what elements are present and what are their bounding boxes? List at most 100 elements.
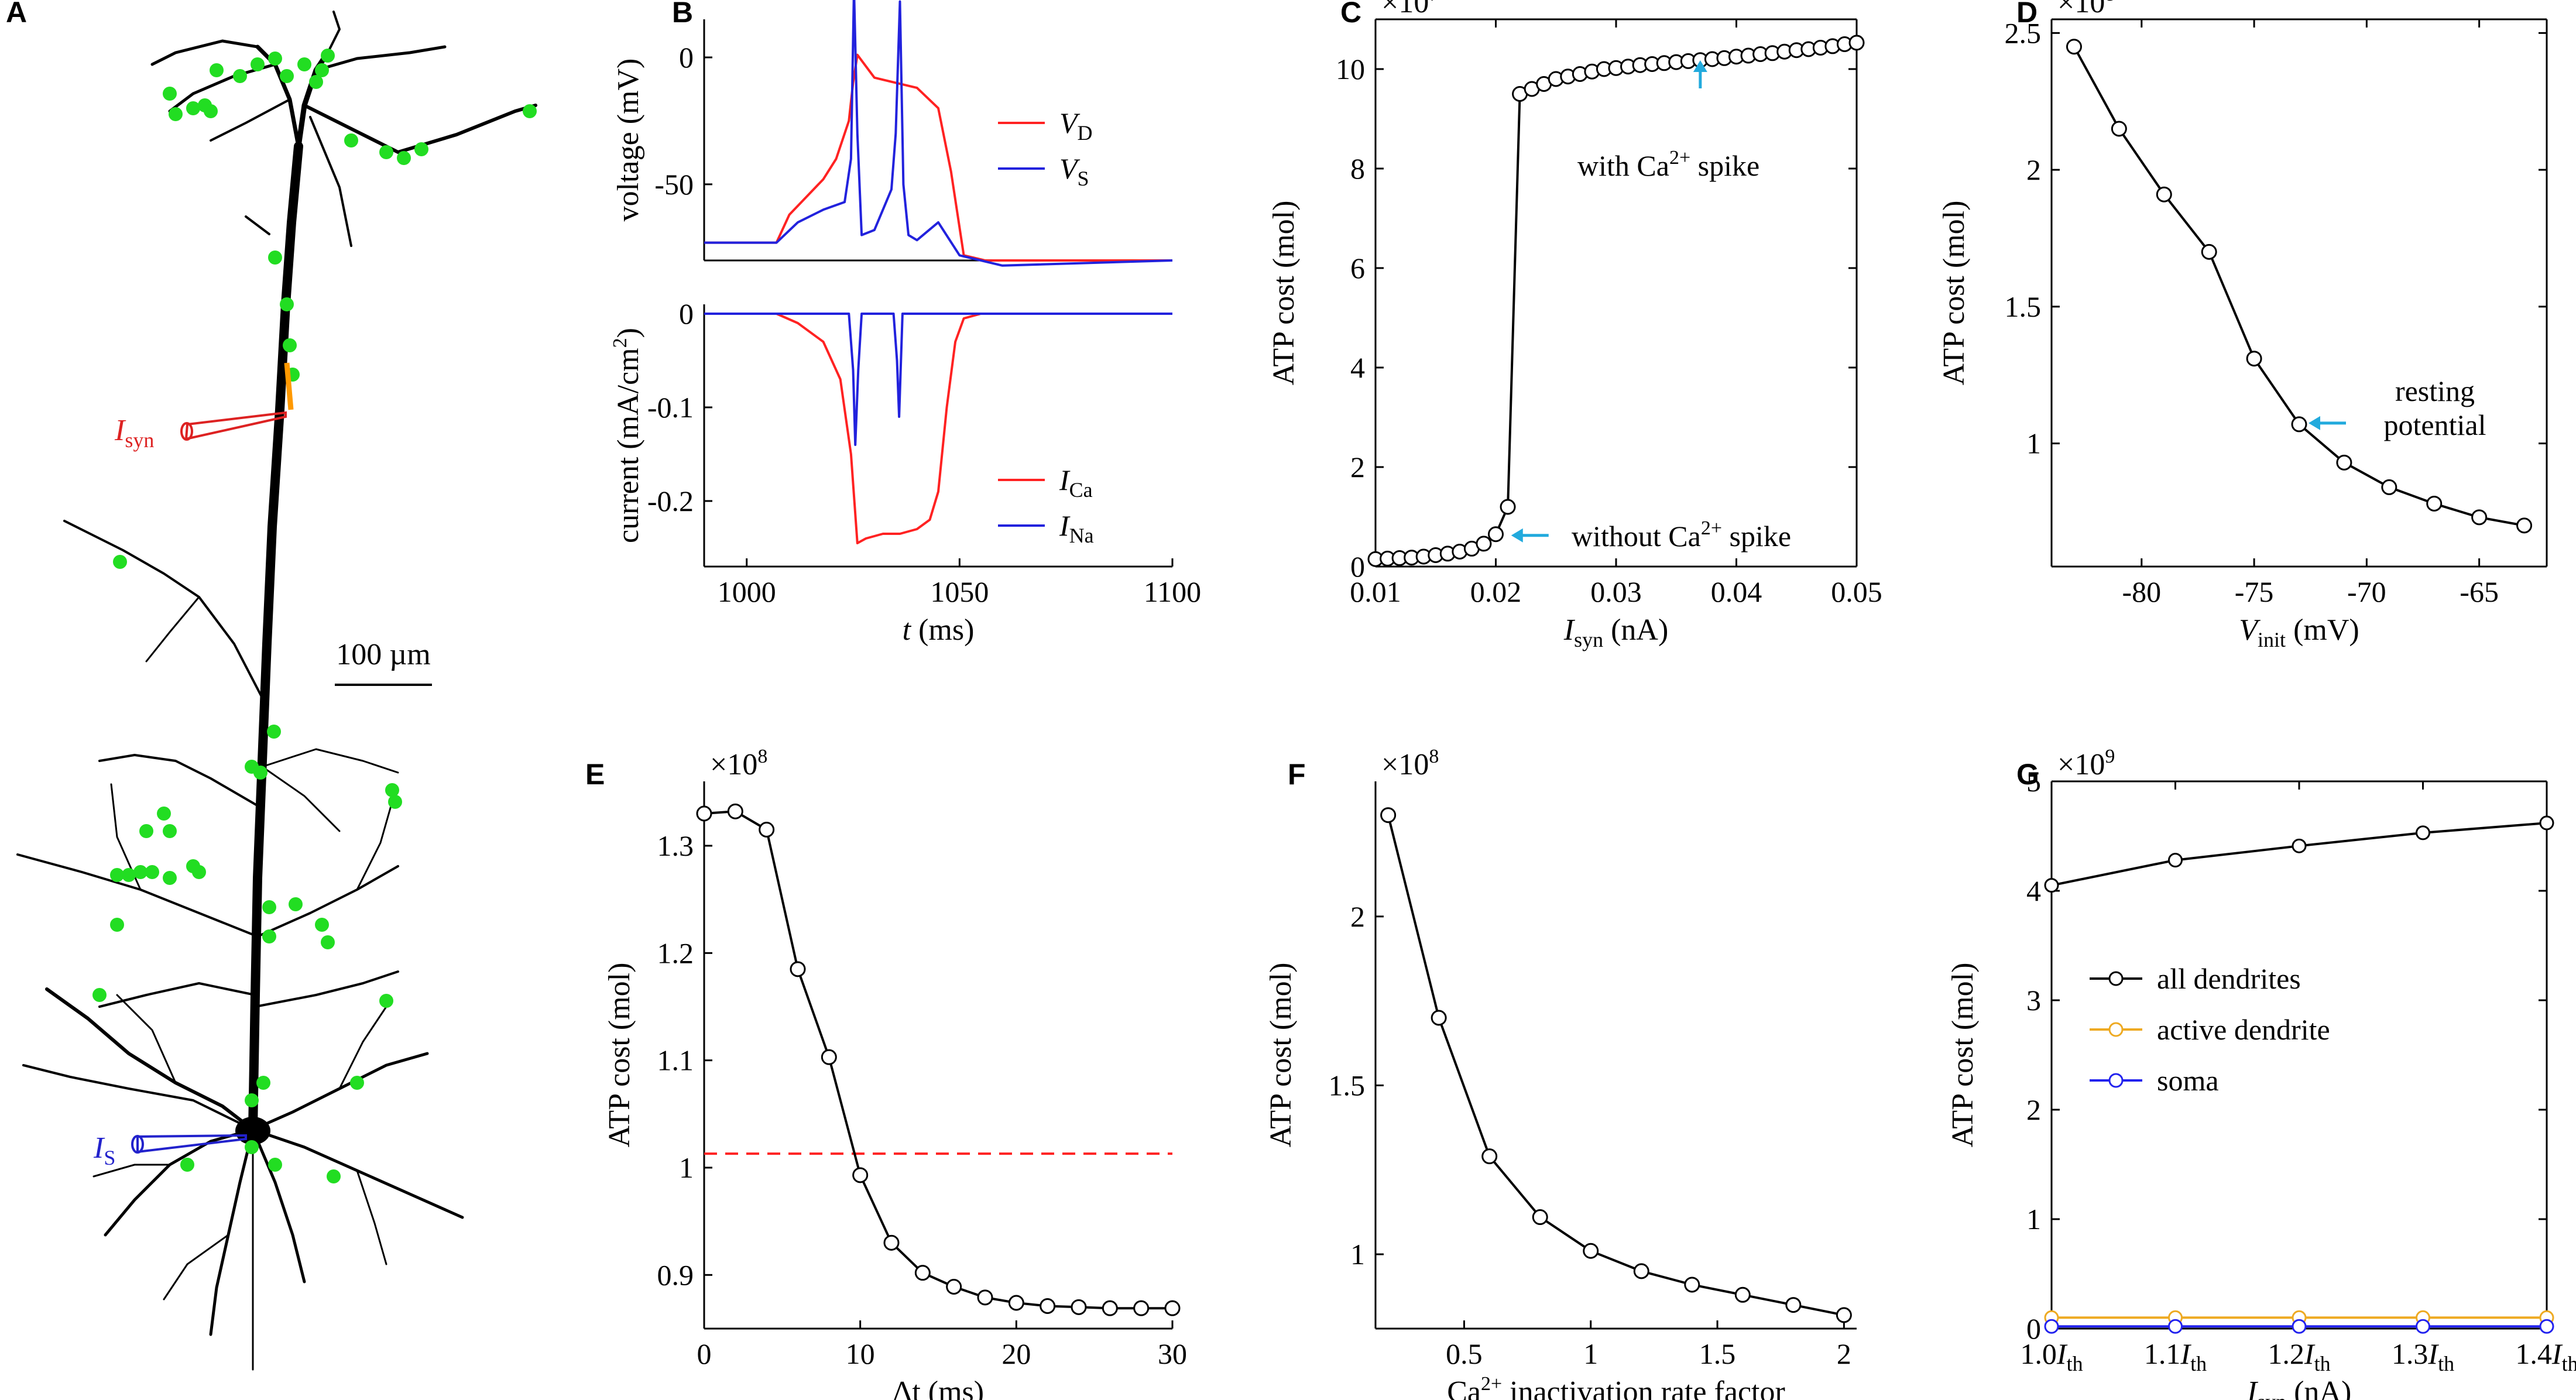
synapse-marker [268,251,282,265]
data-point [2168,853,2183,868]
y-tick-label: -50 [654,168,694,201]
isyn-electrode: Isyn [114,411,287,452]
x-tick-label: -75 [2235,575,2274,608]
y-tick-label: 3 [2026,984,2041,1017]
synapse-marker [262,900,276,914]
y-tick-label: 1 [2026,1203,2041,1236]
legend-label: VD [1059,107,1093,145]
synapse-marker [186,101,200,115]
data-point [1583,1243,1599,1259]
legend-label: all dendrites [2157,962,2301,995]
x-axis-label: t (ms) [903,613,975,647]
synapse-marker [283,338,297,352]
synapse-marker [133,865,148,879]
legend-marker [2108,971,2124,986]
y-tick-label: 1 [2026,427,2041,460]
y-tick-label: 1.1 [657,1044,694,1077]
x-tick-label: 1.3Ith [2392,1337,2454,1375]
synapse-marker [414,142,428,156]
synapse-marker [388,795,402,809]
x-tick-label: 0.04 [1711,575,1762,608]
annotation-arrowhead [1693,60,1707,72]
panel-letter-e: E [585,758,605,791]
data-point [2516,517,2533,534]
series-line [704,53,1172,262]
synapse-marker [309,75,323,89]
y-tick-label: 1.5 [2005,290,2042,323]
data-point [2156,186,2172,203]
x-tick-label: 1.5 [1699,1337,1736,1370]
y-tick-label: 0.9 [657,1258,694,1291]
synapse-marker [110,918,124,932]
series-line [704,810,1172,1310]
legend-label: VS [1059,152,1089,190]
data-point [2246,351,2262,367]
data-point [696,805,712,822]
data-point [1040,1298,1056,1314]
x-tick-label: -65 [2460,575,2499,608]
axis-multiplier: ×108 [1381,746,1439,781]
x-tick-label: 2 [1837,1337,1851,1370]
x-tick-label: -70 [2347,575,2386,608]
data-point [2168,1319,2183,1334]
x-axis-label: Isyn (nA) [1563,613,1669,651]
legend-marker [2108,1022,2124,1037]
data-point [1481,1148,1498,1165]
y-tick-label: 1.2 [657,936,694,969]
legend-label: INa [1059,509,1094,547]
data-point [2471,509,2488,526]
data-point [1532,1209,1548,1226]
synapse-marker [280,297,294,311]
y-tick-label: 0 [1350,550,1365,583]
y-tick-label: 1.5 [1329,1069,1366,1102]
synapse-marker [233,69,247,83]
x-tick-label: 1.4Ith [2515,1337,2576,1375]
x-tick-label: 20 [1001,1337,1031,1370]
synapse-marker [385,783,399,797]
data-point [1008,1295,1024,1311]
x-axis-label: Isyn (nA) [2246,1375,2352,1400]
data-point [759,822,775,838]
synapse-marker [350,1076,364,1090]
data-point [1734,1286,1751,1303]
synapse-marker [145,865,159,879]
synapse-marker [157,807,171,821]
data-point [790,961,806,977]
scale-bar-label: 100 µm [336,638,430,671]
synapse-marker [321,935,335,949]
y-tick-label: 0 [679,297,694,330]
axis-multiplier: ×108 [710,746,767,781]
data-point [1102,1300,1118,1316]
x-tick-label: 1100 [1144,575,1201,608]
synapse-marker [253,766,267,780]
synapse-marker [315,918,329,932]
panel-letter-d: D [2016,0,2038,29]
annotation-with-spike: with Ca2+ spike [1577,147,1759,182]
data-point [2292,1319,2307,1334]
y-tick-label: 2.5 [2005,16,2042,49]
data-point [2539,1319,2554,1334]
y-tick-label: 5 [2026,765,2041,798]
active-dendrite-segment [284,362,294,410]
data-point [977,1289,993,1306]
y-axis-label: ATP cost (mol) [1267,201,1301,386]
synapse-marker [251,57,265,71]
synapse-marker [268,1158,282,1172]
annotation-without-spike: without Ca2+ spike [1572,517,1791,553]
panel-letter-f: F [1288,758,1306,791]
y-tick-label: 0 [679,41,694,74]
annotation-resting: resting [2395,375,2475,407]
synapse-marker [397,151,411,165]
panel-letter-c: C [1340,0,1361,29]
y-tick-label: 8 [1350,152,1365,185]
data-point [1848,35,1865,51]
x-tick-label: 1000 [718,575,776,608]
x-tick-label: 0.5 [1446,1337,1483,1370]
x-tick-label: 0.05 [1831,575,1882,608]
data-point [1488,526,1504,543]
panel-d: D 1 1.5 2 2.5 -80 -75 -70 -65 ×108 ATP cost (mol) V… [1937,0,2548,651]
panel-c: C 0 2 4 6 8 10 0.01 0.02 0.03 0.04 0.05 ×107 ATP cost… [1267,0,1882,651]
panel-letter-b: B [672,0,693,29]
panel-g: G 0 1 2 3 4 5 1.0Ith 1.1Ith 1.2Ith 1.3Ith 1.4Ith ×10… [1946,746,2576,1400]
